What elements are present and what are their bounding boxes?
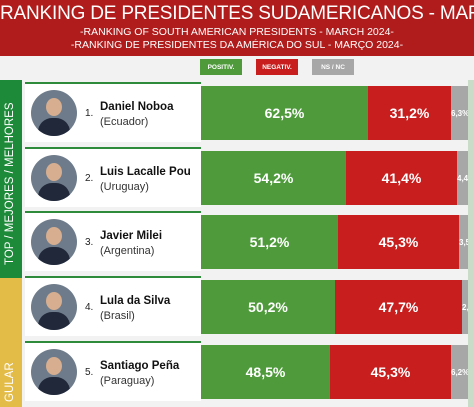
bar-negative: 45,3% [338,215,459,269]
top-band [0,80,22,278]
president-card: 2. Luis Lacalle Pou (Uruguay) [25,147,201,207]
legend-swatch: NS / NC [312,59,354,75]
chart-row: 4. Lula da Silva (Brasil) 50,2% 47,7% 2,1% [22,276,474,336]
rank-number: 5. [85,367,94,378]
president-country: (Ecuador) [100,116,149,128]
bar-nsnc: 6,2% [451,345,468,399]
legend-item: POSITIV. [200,59,242,75]
data-label: 31,2% [389,105,430,121]
chart-subtitle-pt: -RANKING DE PRESIDENTES DA AMÉRICA DO SU… [70,39,404,51]
data-label: 6,3% [451,108,468,118]
right-edge [468,80,474,407]
data-label: 51,2% [249,234,290,250]
president-avatar [31,349,77,395]
president-country: (Argentina) [100,245,155,257]
rank-number: 3. [85,237,94,248]
header: RANKING DE PRESIDENTES SUDAMERICANOS - M… [0,0,474,56]
bar-negative: 45,3% [330,345,451,399]
president-card: 5. Santiago Peña (Paraguay) [25,341,201,401]
bar-nsnc: 2,1% [462,280,468,334]
avatar-body [38,118,70,136]
chart-subtitle-en: -RANKING OF SOUTH AMERICAN PRESIDENTS - … [80,26,394,38]
president-country: (Paraguay) [100,375,155,387]
legend-item: NS / NC [312,59,354,75]
data-label: 6,2% [451,367,468,377]
bar-positive: 50,2% [201,280,335,334]
bar-negative: 41,4% [346,151,457,205]
bar-nsnc: 3,5% [459,215,468,269]
rank-number: 1. [85,108,94,119]
rank-number: 2. [85,173,94,184]
legend-item: NEGATIV. [256,59,298,75]
rank-number: 4. [85,302,94,313]
president-country: (Brasil) [100,310,135,322]
stacked-bar: 62,5% 31,2% 6,3% [201,86,468,140]
data-label: 48,5% [245,364,286,380]
president-name: Lula da Silva [100,295,171,307]
president-avatar [31,90,77,136]
data-label: 45,3% [378,234,419,250]
data-label: 47,7% [378,299,419,315]
avatar-body [38,377,70,395]
bottom-band [0,278,22,407]
avatar-body [38,183,70,201]
bar-positive: 54,2% [201,151,346,205]
chart-title: RANKING DE PRESIDENTES SUDAMERICANOS - M… [0,3,474,24]
president-card: 1. Daniel Noboa (Ecuador) [25,82,201,142]
data-label: 50,2% [248,299,288,315]
president-avatar [31,284,77,330]
president-country: (Uruguay) [100,181,149,193]
chart-row: 3. Javier Milei (Argentina) 51,2% 45,3% 3,5% [22,211,474,271]
stacked-bar: 50,2% 47,7% 2,1% [201,280,468,334]
bar-negative: 47,7% [335,280,462,334]
top-band-label: TOP / MEJORES / MELHORES [4,102,16,265]
stacked-bar: 51,2% 45,3% 3,5% [201,215,468,269]
bar-positive: 62,5% [201,86,368,140]
president-avatar [31,155,77,201]
bar-positive: 51,2% [201,215,338,269]
data-label: 41,4% [381,170,422,186]
data-label: 2,1% [462,302,468,312]
president-name: Daniel Noboa [100,101,174,113]
data-label: 45,3% [370,364,411,380]
legend-swatch: NEGATIV. [256,59,298,75]
bar-nsnc: 4,4% [457,151,468,205]
president-card: 4. Lula da Silva (Brasil) [25,276,201,336]
stacked-bar: 54,2% 41,4% 4,4% [201,151,468,205]
chart-row: 2. Luis Lacalle Pou (Uruguay) 54,2% 41,4% 4,4… [22,147,474,207]
side-band: TOP / MEJORES / MELHORES GULAR [0,80,22,407]
president-name: Santiago Peña [100,360,180,372]
data-label: 62,5% [264,105,305,121]
avatar-head [46,98,62,116]
bar-positive: 48,5% [201,345,330,399]
avatar-head [46,163,62,181]
data-label: 4,4% [457,173,468,183]
president-card: 3. Javier Milei (Argentina) [25,211,201,271]
avatar-head [46,227,62,245]
president-name: Javier Milei [100,230,163,242]
bottom-band-label: GULAR [4,362,16,402]
bar-nsnc: 6,3% [451,86,468,140]
president-name: Luis Lacalle Pou [100,166,191,178]
data-label: 54,2% [253,170,294,186]
data-label: 3,5% [459,237,468,247]
legend-swatch: POSITIV. [200,59,242,75]
stacked-bar: 48,5% 45,3% 6,2% [201,345,468,399]
avatar-body [38,247,70,265]
avatar-body [38,312,70,330]
avatar-head [46,357,62,375]
bar-negative: 31,2% [368,86,451,140]
chart-row: 1. Daniel Noboa (Ecuador) 62,5% 31,2% 6,3% [22,82,474,142]
chart-row: 5. Santiago Peña (Paraguay) 48,5% 45,3% 6,2% [22,341,474,401]
president-avatar [31,219,77,265]
avatar-head [46,292,62,310]
